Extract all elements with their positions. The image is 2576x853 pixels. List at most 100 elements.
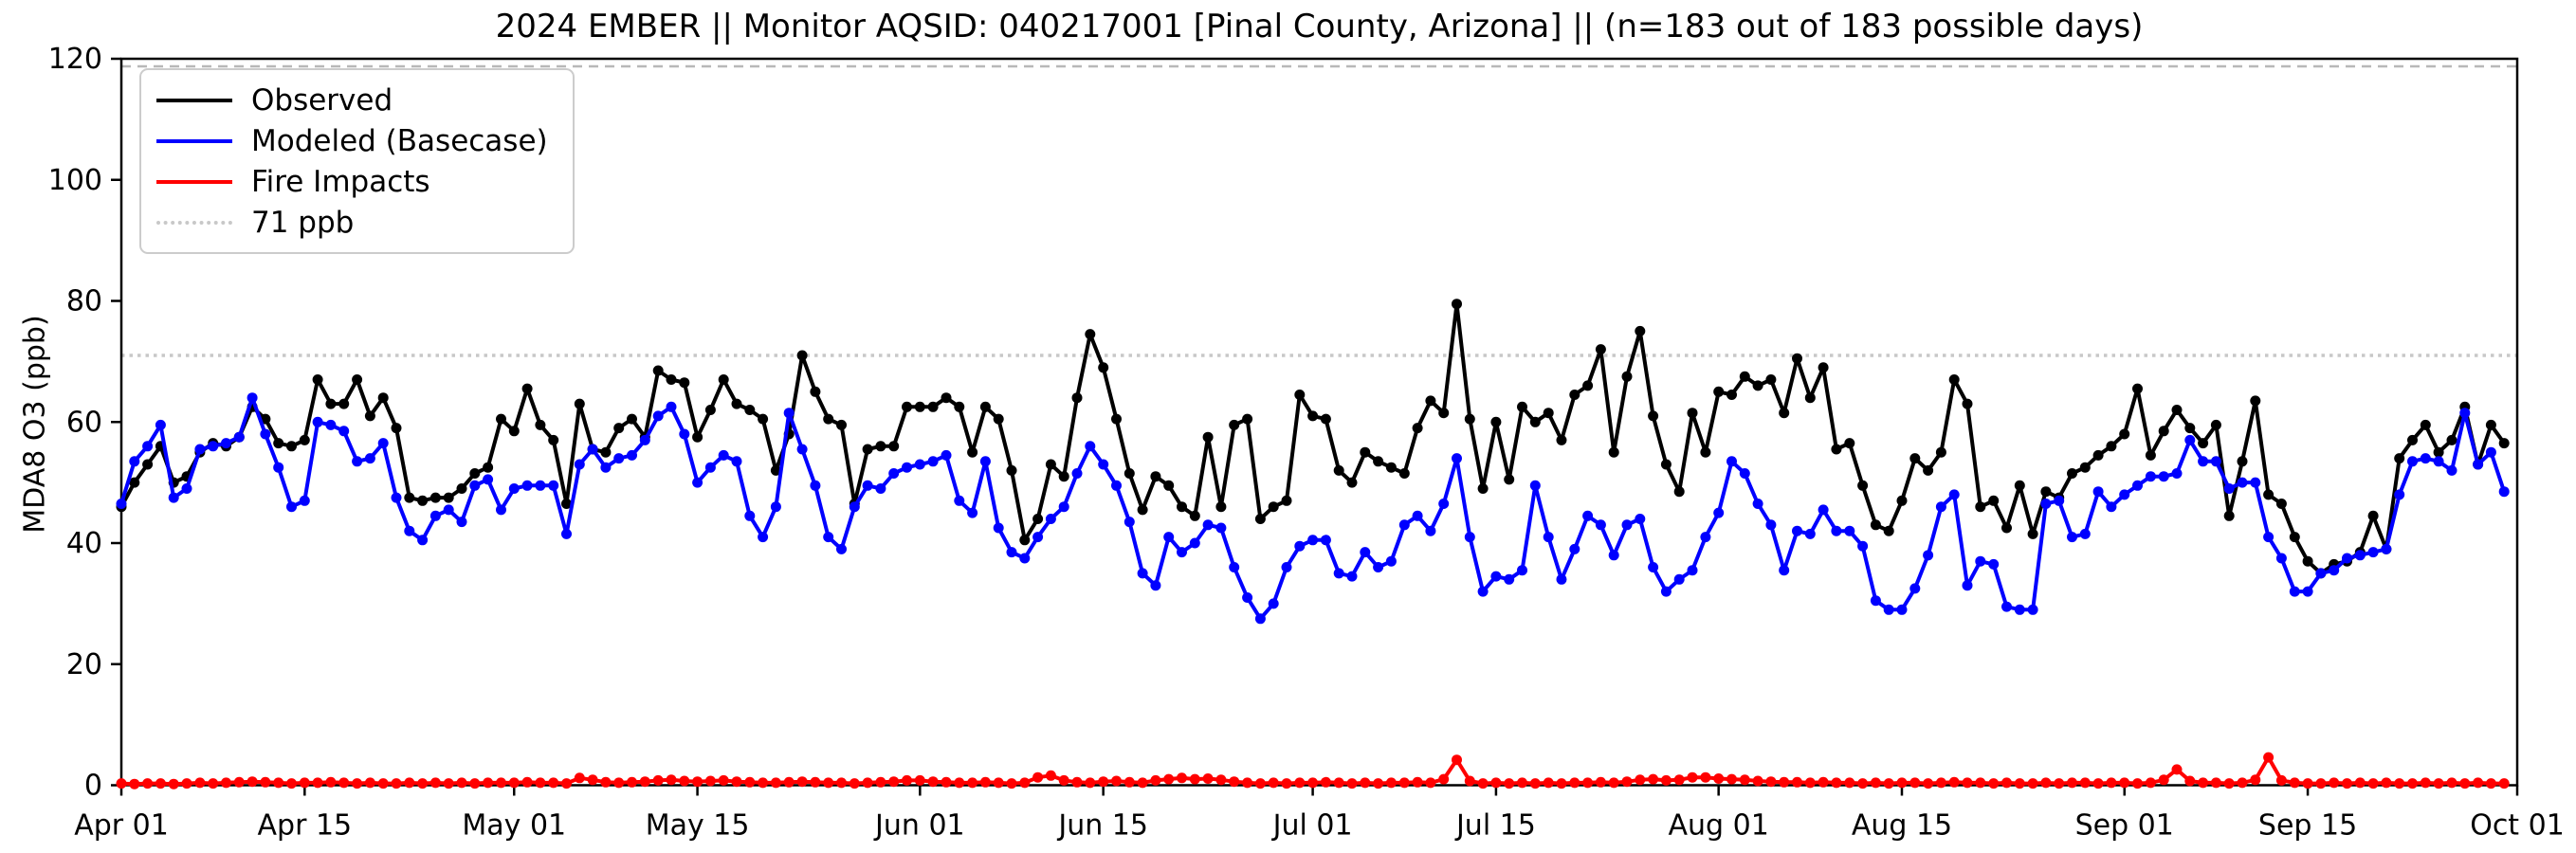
modeled-basecase-marker (692, 477, 703, 488)
fire-impacts-marker (1975, 777, 1986, 789)
observed-marker (2394, 453, 2405, 464)
modeled-basecase-marker (1517, 565, 1527, 576)
modeled-basecase-marker (2132, 480, 2143, 491)
fire-impacts-marker (1909, 777, 1921, 789)
x-tick-label: May 01 (462, 809, 566, 843)
modeled-basecase-marker (574, 459, 585, 470)
fire-impacts-marker (731, 776, 742, 788)
observed-marker (1962, 398, 1973, 409)
observed-marker (1006, 464, 1017, 476)
fire-impacts-marker (496, 777, 506, 789)
modeled-basecase-marker (836, 543, 847, 554)
modeled-basecase-marker (260, 428, 271, 440)
modeled-basecase-marker (233, 431, 245, 443)
legend: Observed Modeled (Basecase) Fire Impacts… (139, 68, 575, 254)
fire-impacts-marker (1543, 777, 1554, 789)
modeled-basecase-marker (1071, 468, 1083, 479)
modeled-basecase-marker (875, 483, 886, 494)
modeled-basecase-marker (810, 480, 821, 491)
fire-impacts-marker (2158, 774, 2169, 786)
modeled-basecase-marker (2485, 446, 2496, 458)
observed-marker (2001, 522, 2012, 534)
observed-marker (967, 446, 978, 458)
observed-marker (2158, 426, 2169, 437)
fire-impacts-marker (1398, 777, 1410, 789)
observed-marker (2237, 456, 2248, 467)
fire-impacts-marker (2027, 778, 2038, 789)
x-tick-label: Aug 01 (1669, 809, 1769, 843)
fire-impacts-marker (1608, 777, 1619, 789)
fire-impacts-marker (613, 777, 625, 789)
fire-impacts-marker (1948, 776, 1960, 788)
fire-impacts-marker (1687, 771, 1698, 783)
modeled-basecase-marker (1098, 459, 1109, 470)
modeled-basecase-marker (1582, 510, 1594, 521)
modeled-basecase-marker (666, 401, 677, 412)
observed-marker (1307, 410, 1319, 422)
modeled-basecase-marker (979, 456, 991, 467)
fire-impacts-marker (823, 777, 834, 789)
observed-marker (377, 392, 389, 404)
modeled-basecase-marker (508, 483, 520, 494)
observed-marker (941, 392, 952, 404)
modeled-basecase-marker (1962, 580, 1973, 591)
observed-marker (1687, 408, 1698, 419)
fire-impacts-marker (2354, 777, 2366, 789)
modeled-basecase-marker (2381, 543, 2392, 554)
observed-marker (1124, 468, 1135, 479)
fire-impacts-marker (2315, 778, 2327, 789)
x-tick-label: Jun 01 (873, 809, 965, 843)
observed-marker (770, 464, 781, 476)
fire-impacts-marker (417, 778, 429, 789)
fire-impacts-marker (535, 777, 546, 789)
observed-marker (548, 434, 559, 445)
modeled-basecase-marker (1870, 595, 1881, 607)
observed-marker (1281, 495, 1292, 506)
modeled-basecase-marker (1438, 499, 1450, 509)
observed-marker (1360, 446, 1371, 458)
y-tick-label: 120 (48, 43, 102, 76)
modeled-basecase-marker (2315, 568, 2327, 579)
fire-impacts-marker (2367, 778, 2379, 789)
observed-line-sample (156, 98, 232, 102)
modeled-basecase-marker (208, 441, 219, 452)
y-tick-label: 40 (66, 527, 102, 560)
modeled-basecase-marker (2473, 459, 2484, 470)
observed-marker (758, 413, 769, 425)
modeled-basecase-marker (561, 528, 572, 539)
modeled-basecase-marker (116, 499, 127, 509)
fire-impacts-marker (1621, 776, 1633, 788)
modeled-basecase-marker (2407, 456, 2418, 467)
modeled-basecase-marker (1215, 522, 1227, 534)
modeled-basecase-marker (1373, 562, 1384, 572)
observed-marker (312, 374, 323, 385)
modeled-basecase-marker (704, 462, 716, 473)
fire-impacts-marker (1360, 777, 1371, 789)
modeled-basecase-series (116, 392, 2510, 625)
observed-marker (1569, 390, 1580, 400)
modeled-basecase-marker (469, 480, 481, 491)
modeled-basecase-marker (744, 510, 756, 521)
fire-impacts-marker (1373, 778, 1384, 789)
fire-impacts-marker (1032, 771, 1044, 783)
observed-marker (1909, 453, 1921, 464)
observed-marker (1177, 501, 1187, 513)
fire-impacts-marker (364, 777, 375, 789)
observed-marker (1582, 380, 1594, 391)
fire-impacts-marker (639, 776, 650, 788)
observed-marker (1412, 423, 1423, 434)
modeled-basecase-marker (1254, 613, 1266, 625)
fire-impacts-marker (2040, 777, 2052, 789)
fire-impacts-marker (155, 778, 166, 789)
fire-impacts-marker (888, 776, 900, 788)
fire-impacts-marker (1307, 777, 1319, 789)
fire-impacts-marker (2054, 778, 2065, 789)
modeled-basecase-marker (1045, 514, 1056, 524)
modeled-basecase-marker (1307, 535, 1319, 546)
fire-impacts-marker (1870, 777, 1881, 789)
x-tick-label: Apr 01 (74, 809, 169, 843)
modeled-basecase-marker (783, 408, 795, 419)
fire-impacts-marker (352, 778, 363, 789)
observed-marker (1019, 535, 1031, 546)
fire-impacts-marker (1242, 777, 1253, 789)
